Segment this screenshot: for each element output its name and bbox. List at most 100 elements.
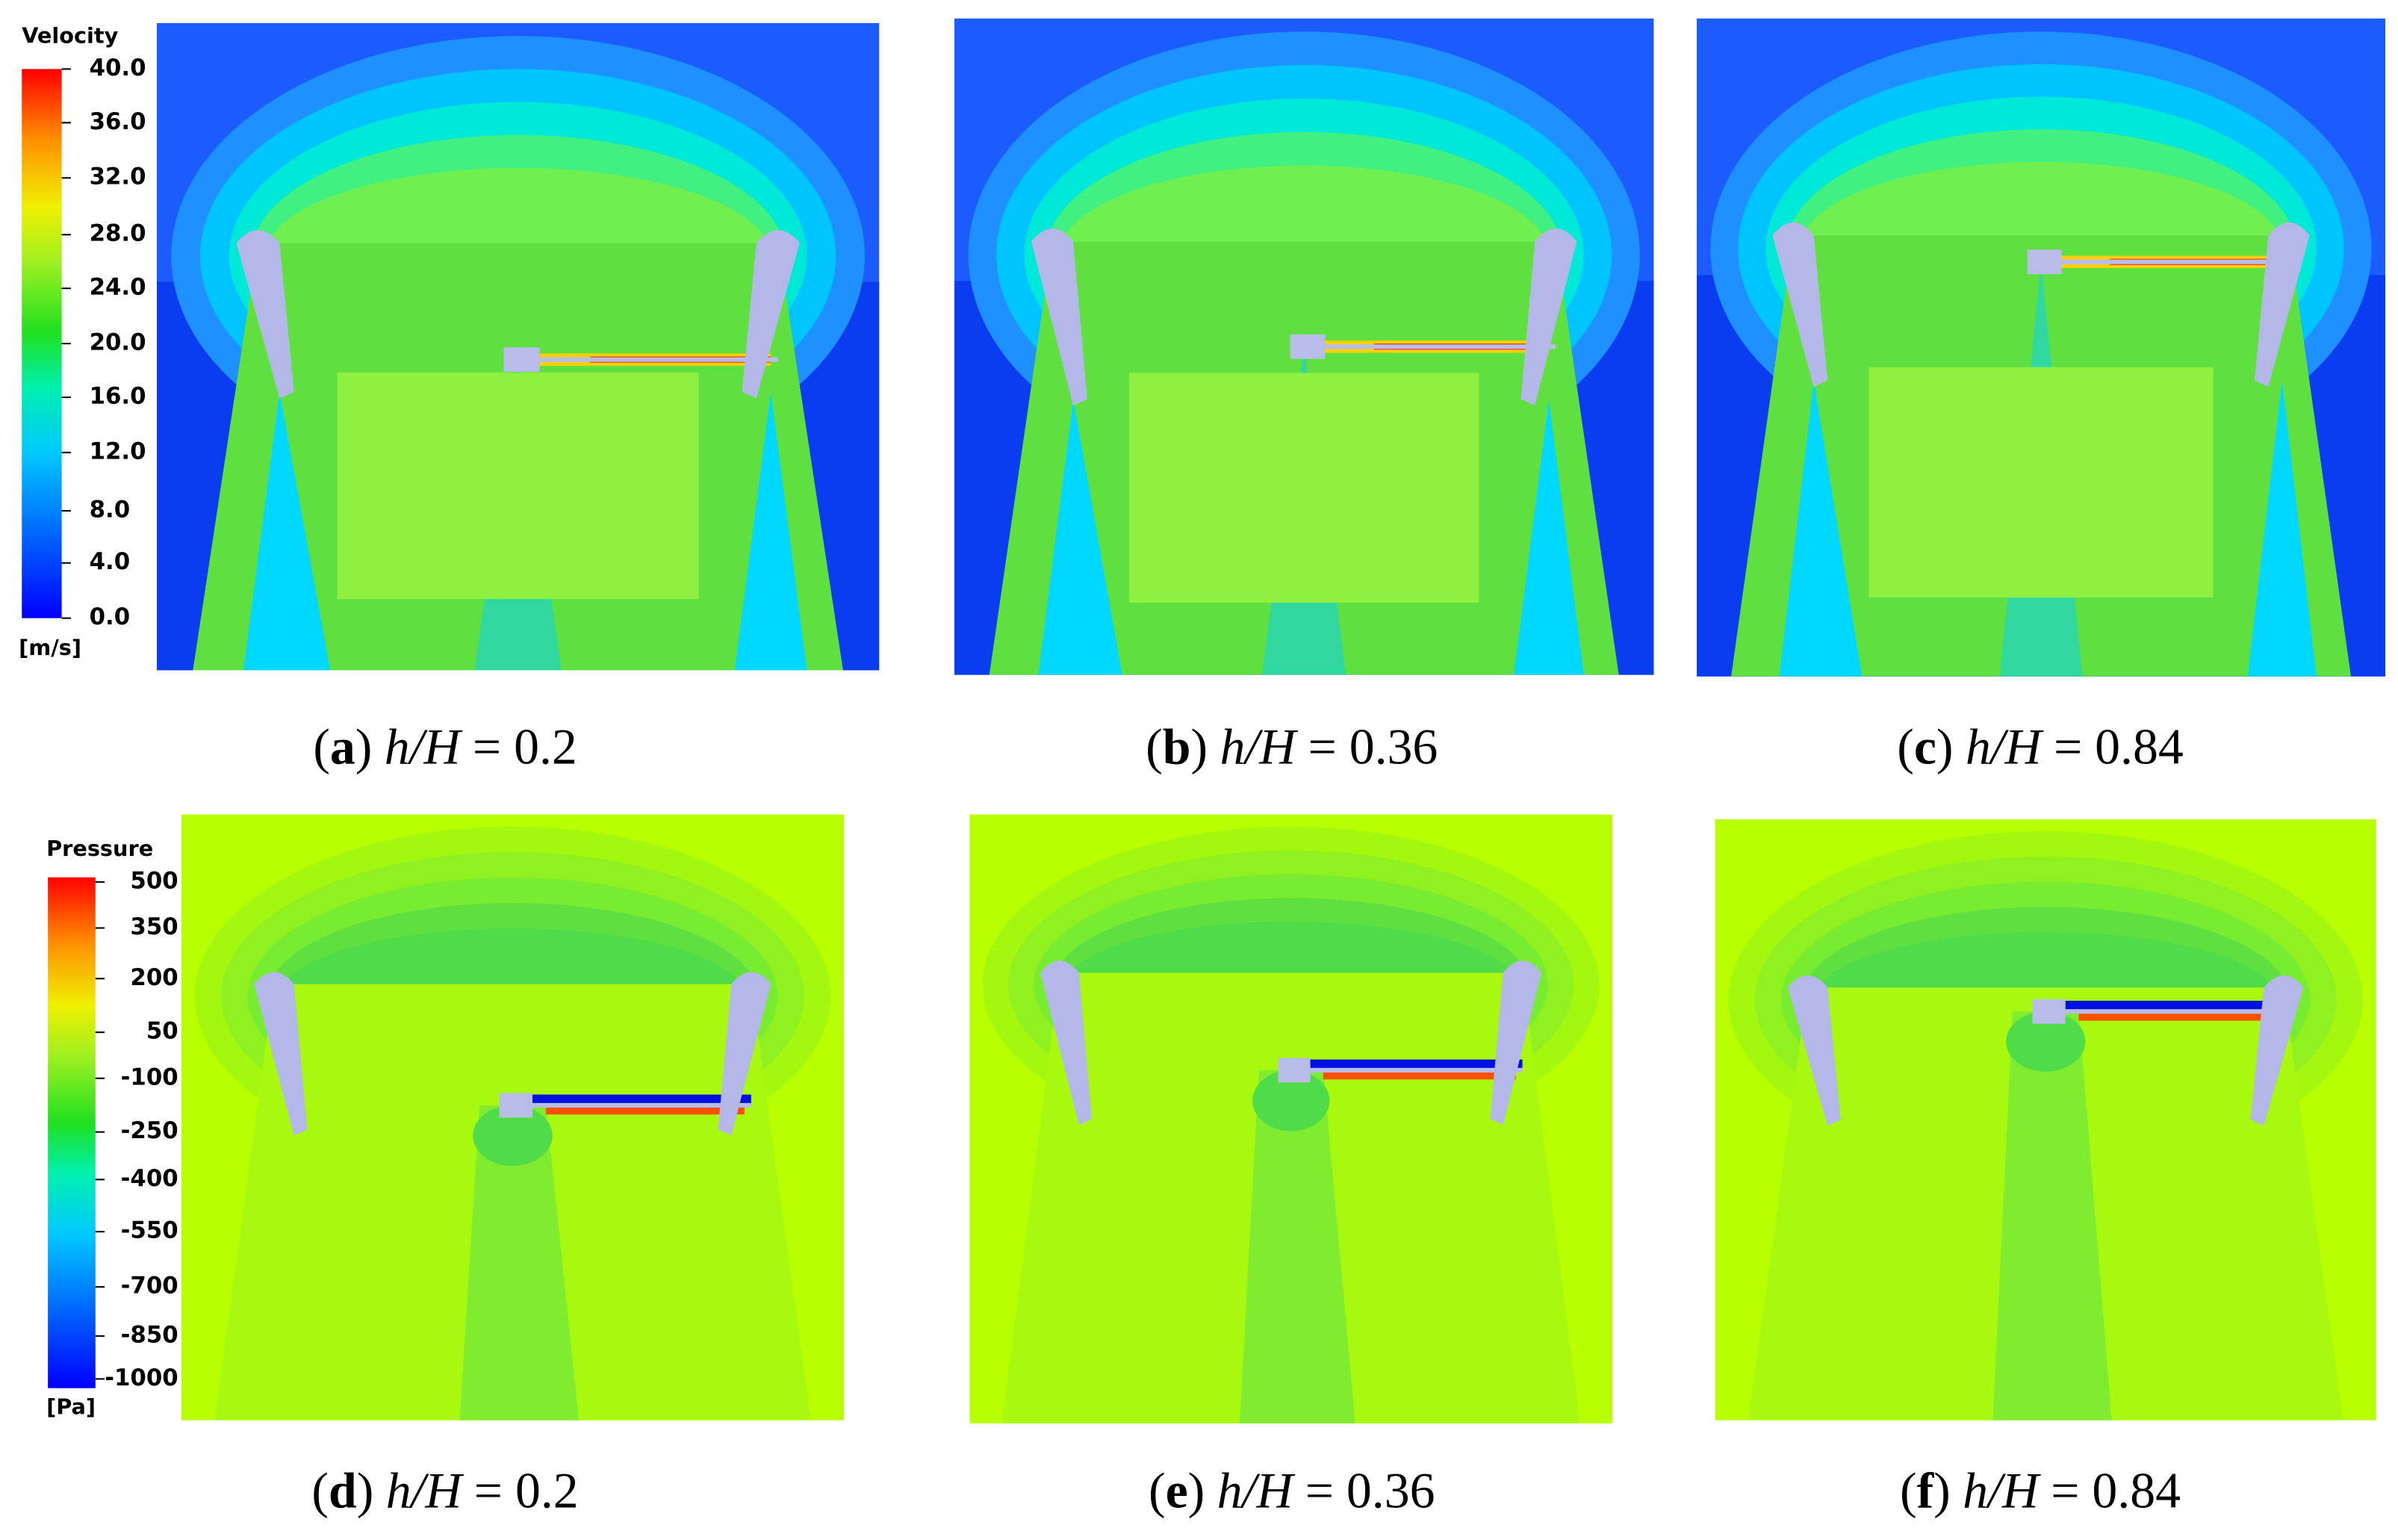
caption: (e) h/H = 0.36	[1149, 1462, 1435, 1518]
blade	[742, 230, 800, 399]
jet-right	[734, 391, 807, 671]
caption-part: )	[1188, 1462, 1205, 1518]
tick-label: 12.0	[90, 438, 146, 465]
jet-right	[2247, 380, 2317, 677]
pressure-low	[2006, 1011, 2086, 1072]
caption-part: = 0.2	[474, 1462, 579, 1518]
caption-part: (	[311, 1462, 329, 1518]
caption-part: c	[1914, 718, 1936, 774]
core	[337, 372, 699, 600]
tick-label: 24.0	[90, 274, 146, 301]
caption: (b) h/H = 0.36	[1146, 718, 1438, 774]
core	[1869, 367, 2214, 597]
caption-part: (	[1146, 718, 1163, 774]
jet-left	[1779, 380, 1863, 677]
tick-label: 200	[130, 964, 178, 991]
pressure-low	[473, 1105, 553, 1167]
contour-panel	[156, 22, 880, 671]
tick-label: 350	[130, 913, 178, 940]
caption-part: )	[357, 1462, 374, 1518]
tick-label: 36.0	[90, 108, 146, 135]
tick-label: 28.0	[90, 220, 146, 247]
streak	[2058, 1000, 2284, 1012]
pressure-title: Pressure	[46, 836, 153, 861]
wake-center	[1992, 1011, 2112, 1421]
blade	[2254, 222, 2310, 388]
caption-part: h/H	[1966, 718, 2044, 774]
caption: (a) h/H = 0.2	[313, 718, 577, 774]
caption: (f) h/H = 0.84	[1900, 1462, 2181, 1518]
tick-label: -1000	[105, 1364, 178, 1391]
contour-panel	[181, 814, 845, 1421]
pressure-colorbar	[48, 877, 96, 1388]
caption-part: a	[330, 718, 355, 774]
contour-panel	[1696, 18, 2386, 677]
hub	[2032, 999, 2066, 1024]
caption-part: e	[1166, 1462, 1188, 1518]
tick-label: -700	[121, 1273, 178, 1300]
tick-label: 500	[130, 867, 178, 894]
pressure-low	[1252, 1070, 1330, 1131]
blade	[1490, 960, 1542, 1125]
caption-part: f	[1917, 1462, 1935, 1518]
hub	[1278, 1058, 1311, 1083]
tick-label: 20.0	[90, 329, 146, 356]
pressure-unit: [Pa]	[46, 1394, 96, 1419]
contour-panel	[954, 18, 1654, 675]
tick-label: -550	[121, 1217, 178, 1244]
caption-part: d	[329, 1462, 357, 1518]
caption-part: )	[1936, 718, 1954, 774]
tick-label: 4.0	[90, 548, 131, 575]
wake-center	[1239, 1070, 1355, 1423]
tick-label: -400	[121, 1165, 178, 1192]
hub	[1290, 334, 1326, 359]
contour-panel	[969, 814, 1612, 1423]
contour-panel	[1715, 819, 2376, 1421]
caption-part: )	[355, 718, 373, 774]
caption-part: (	[313, 718, 330, 774]
blade	[2250, 975, 2304, 1126]
caption-part: (	[1897, 718, 1914, 774]
caption-part: (	[1900, 1462, 1917, 1518]
hub	[499, 1093, 533, 1118]
tick-label: -850	[121, 1321, 178, 1348]
streak	[1303, 1059, 1523, 1071]
blade	[1031, 228, 1087, 406]
velocity-title: Velocity	[22, 22, 118, 48]
jet-right	[1514, 399, 1584, 675]
hub	[503, 347, 540, 372]
caption-part: )	[1190, 718, 1208, 774]
caption-part: )	[1933, 1462, 1951, 1518]
caption: (d) h/H = 0.2	[311, 1462, 578, 1518]
tick-label: 40.0	[90, 55, 146, 81]
core	[1129, 373, 1479, 603]
velocity-colorbar	[22, 69, 62, 618]
caption: (c) h/H = 0.84	[1897, 718, 2184, 774]
blade	[1040, 960, 1092, 1125]
caption-part: = 0.84	[2051, 1462, 2181, 1518]
blade	[1521, 228, 1577, 406]
caption-part: h/H	[386, 1462, 465, 1518]
blade	[1787, 975, 1841, 1126]
blade	[236, 230, 294, 399]
tick-label: 8.0	[90, 496, 131, 523]
jet-left	[243, 391, 331, 671]
tick-label: -100	[121, 1064, 178, 1090]
caption-part: (	[1149, 1462, 1166, 1518]
caption-part: b	[1163, 718, 1191, 774]
streak	[2078, 1013, 2278, 1021]
blade	[1772, 222, 1828, 388]
streak	[1323, 1072, 1516, 1080]
velocity-unit: [m/s]	[19, 635, 81, 660]
caption-part: = 0.2	[473, 718, 577, 774]
caption-part: = 0.36	[1305, 1462, 1435, 1518]
streak	[526, 1094, 751, 1105]
hub	[2027, 249, 2062, 275]
tick-label: 0.0	[90, 603, 131, 630]
caption-part: h/H	[1217, 1462, 1296, 1518]
tick-label: 16.0	[90, 382, 146, 409]
streak	[545, 1107, 745, 1115]
caption-part: h/H	[1220, 718, 1298, 774]
caption-part: h/H	[385, 718, 463, 774]
